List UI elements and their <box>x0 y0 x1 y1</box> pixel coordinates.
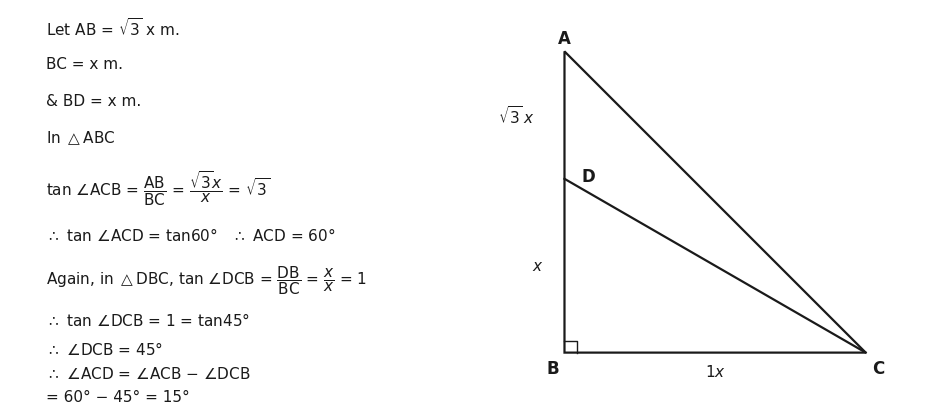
Text: $\therefore$ tan $\angle$DCB = 1 = tan45°: $\therefore$ tan $\angle$DCB = 1 = tan45… <box>45 311 250 328</box>
Text: $x$: $x$ <box>532 258 543 273</box>
Text: C: C <box>871 359 884 377</box>
Text: $\sqrt{3}\,x$: $\sqrt{3}\,x$ <box>498 105 534 127</box>
Text: $\therefore$ tan $\angle$ACD = tan60°   $\therefore$ ACD = 60°: $\therefore$ tan $\angle$ACD = tan60° $\… <box>45 226 335 243</box>
Text: tan $\angle$ACB = $\dfrac{\mathrm{AB}}{\mathrm{BC}}$ = $\dfrac{\sqrt{3}x}{x}$ = : tan $\angle$ACB = $\dfrac{\mathrm{AB}}{\… <box>45 169 270 208</box>
Text: Let AB = $\sqrt{3}$ x m.: Let AB = $\sqrt{3}$ x m. <box>45 17 180 39</box>
Text: $\therefore$ $\angle$DCB = 45°: $\therefore$ $\angle$DCB = 45° <box>45 340 163 357</box>
Text: B: B <box>546 359 559 377</box>
Text: = 60° − 45° = 15°: = 60° − 45° = 15° <box>45 390 189 404</box>
Text: $\therefore$ $\angle$ACD = $\angle$ACB − $\angle$DCB: $\therefore$ $\angle$ACD = $\angle$ACB −… <box>45 364 250 381</box>
Text: A: A <box>558 30 571 48</box>
Text: $1x$: $1x$ <box>705 363 726 379</box>
Text: & BD = x m.: & BD = x m. <box>45 94 141 109</box>
Text: D: D <box>581 167 595 185</box>
Text: In $\triangle$ABC: In $\triangle$ABC <box>45 129 114 147</box>
Text: Again, in $\triangle$DBC, tan $\angle$DCB = $\dfrac{\mathrm{DB}}{\mathrm{BC}}$ =: Again, in $\triangle$DBC, tan $\angle$DC… <box>45 263 367 296</box>
Text: BC = x m.: BC = x m. <box>45 58 123 72</box>
